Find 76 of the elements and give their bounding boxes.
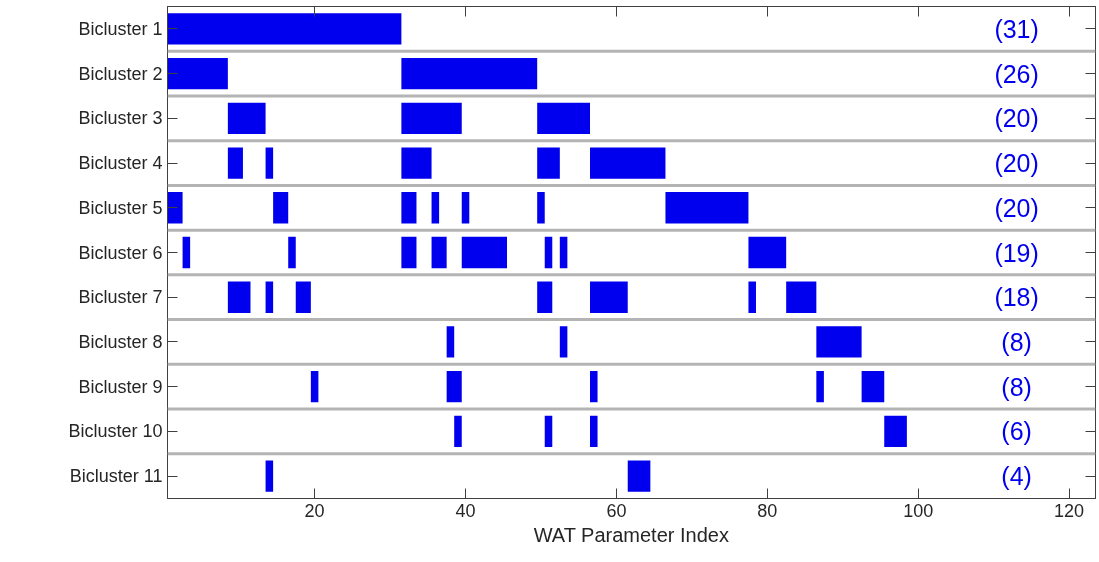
bar	[748, 281, 756, 313]
bar	[431, 236, 447, 269]
bar	[590, 281, 628, 313]
y-tick-label: Bicluster 7	[78, 287, 163, 308]
bar	[288, 236, 296, 269]
annotation: (4)	[1001, 462, 1032, 491]
bar	[544, 236, 553, 269]
bar	[227, 102, 266, 134]
bar	[295, 281, 311, 313]
bar	[446, 371, 462, 403]
bar	[559, 326, 568, 358]
y-tick-label: Bicluster 4	[78, 153, 163, 174]
bar	[167, 13, 402, 45]
annotation: (8)	[1001, 327, 1032, 356]
y-tick-label: Bicluster 3	[78, 108, 163, 129]
bar	[816, 326, 862, 358]
bar	[182, 236, 191, 269]
annotation: (26)	[994, 59, 1039, 88]
bar	[461, 236, 508, 269]
y-tick-label: Bicluster 2	[78, 63, 163, 84]
bar	[401, 192, 417, 224]
bar	[537, 281, 553, 313]
y-tick-label: Bicluster 6	[78, 242, 163, 263]
y-tick-label: Bicluster 5	[78, 197, 163, 218]
bar	[401, 147, 432, 179]
bar	[816, 371, 824, 403]
bar	[748, 236, 787, 269]
bar	[665, 192, 749, 224]
bar	[884, 415, 907, 448]
annotation: (31)	[994, 14, 1039, 43]
x-tick-label: 60	[606, 500, 627, 521]
bar	[431, 192, 440, 224]
y-tick-label: Bicluster 1	[78, 18, 163, 39]
x-tick-label: 20	[304, 500, 325, 521]
x-tick-label: 120	[1054, 500, 1085, 521]
bar	[273, 192, 289, 224]
bar	[265, 281, 274, 313]
bar	[454, 415, 462, 448]
annotation: (8)	[1001, 372, 1032, 401]
annotation: (19)	[994, 238, 1039, 267]
annotation: (20)	[994, 193, 1039, 222]
bar	[537, 147, 560, 179]
bar	[590, 415, 598, 448]
bar	[461, 192, 470, 224]
bar	[227, 147, 243, 179]
bar	[227, 281, 251, 313]
bar	[401, 236, 417, 269]
bar	[310, 371, 319, 403]
annotation: (18)	[994, 283, 1039, 312]
y-tick-label: Bicluster 9	[78, 376, 163, 397]
bar	[786, 281, 817, 313]
bar	[590, 147, 666, 179]
bar	[544, 415, 553, 448]
annotation: (6)	[1001, 417, 1032, 446]
bar	[401, 57, 538, 90]
bar	[167, 57, 228, 90]
annotation: (20)	[994, 149, 1039, 178]
y-tick-label: Bicluster 11	[69, 466, 163, 487]
x-tick-label: 100	[903, 500, 934, 521]
bar	[446, 326, 455, 358]
bar	[265, 460, 274, 492]
annotation: (20)	[994, 104, 1039, 133]
bar	[590, 371, 598, 403]
y-tick-label: Bicluster 10	[68, 421, 163, 442]
bar	[861, 371, 885, 403]
x-tick-label: 80	[757, 500, 778, 521]
bar	[559, 236, 568, 269]
x-axis-title: WAT Parameter Index	[533, 523, 729, 546]
y-tick-label: Bicluster 8	[78, 331, 163, 352]
bar	[401, 102, 462, 134]
bar	[627, 460, 651, 492]
bar	[537, 192, 545, 224]
x-tick-label: 40	[455, 500, 476, 521]
bar	[167, 192, 183, 224]
bar	[537, 102, 590, 134]
bar	[265, 147, 274, 179]
